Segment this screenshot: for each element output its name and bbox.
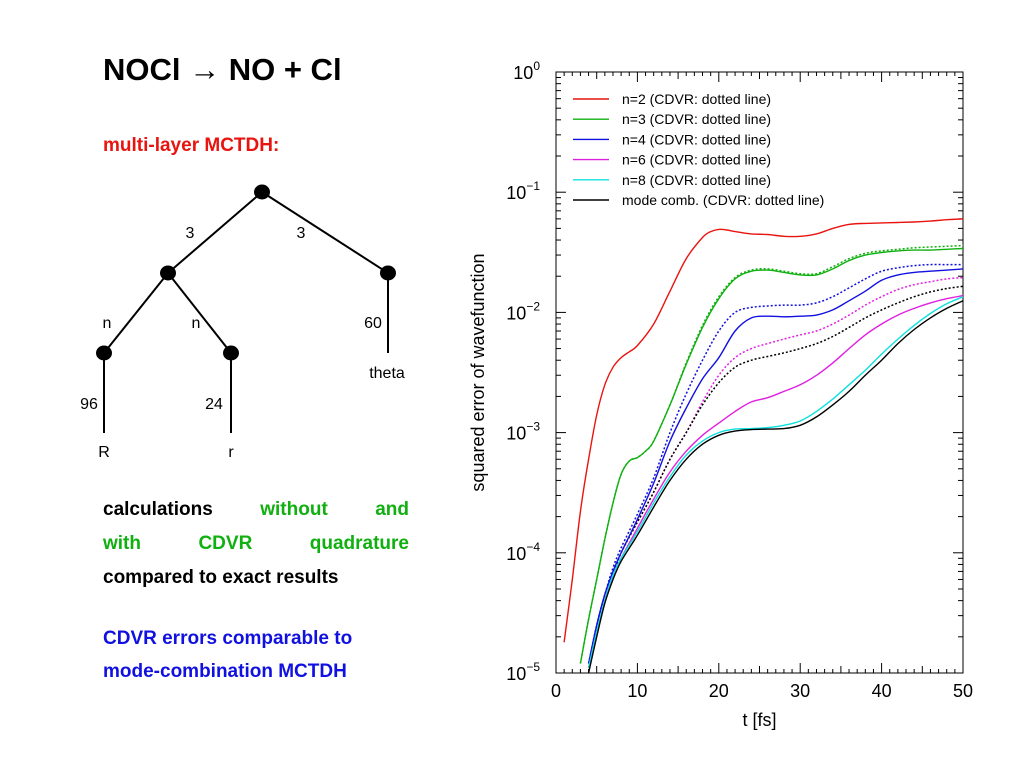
coordinate-r: r <box>228 444 234 461</box>
series-line <box>563 218 963 643</box>
method-label-text: multi-layer MCTDH: <box>103 135 280 156</box>
x-tick-label: 20 <box>709 681 729 701</box>
edge-label-mid-left: n <box>103 315 112 332</box>
tree-node-root <box>254 184 270 200</box>
description-line-3: compared to exact results <box>103 567 339 588</box>
legend-label: n=6 (CDVR: dotted line) <box>622 152 771 168</box>
legend-label: n=2 (CDVR: dotted line) <box>622 91 771 107</box>
series-dotted-line <box>587 276 963 669</box>
edge-label-root-left: 3 <box>186 225 195 242</box>
error-chart: 10−5 10−4 10−3 10−2 10−1 100 0 10 20 30 40 50 t [fs]… <box>468 59 973 730</box>
series-dotted-line <box>587 285 963 669</box>
series-line <box>587 296 963 669</box>
tree-diagram: 3 3 n n 60 96 24 theta R r <box>80 184 405 461</box>
description-word: and <box>375 499 409 520</box>
legend-label: mode comb. (CDVR: dotted line) <box>622 192 824 208</box>
tree-node-theta <box>380 265 396 281</box>
y-tick-label: 10−1 <box>506 179 540 203</box>
y-tick-label: 100 <box>513 59 540 83</box>
tree-edge <box>261 191 389 274</box>
series-line <box>587 294 963 669</box>
tree-node-r <box>223 345 239 361</box>
y-tick-label: 10−4 <box>506 540 540 564</box>
x-tick-label: 0 <box>551 681 561 701</box>
coordinate-R: R <box>98 444 110 461</box>
tree-node-mid <box>160 265 176 281</box>
coordinate-theta: theta <box>369 365 405 382</box>
edge-label-theta: 60 <box>364 315 382 332</box>
description-word: without <box>260 499 328 520</box>
series-line <box>579 247 963 664</box>
tree-edge <box>167 272 232 354</box>
tree-node-R <box>96 345 112 361</box>
legend-label: n=4 (CDVR: dotted line) <box>622 131 771 147</box>
edge-label-mid-right: n <box>192 315 201 332</box>
conclusion-line-2: mode-combination MCTDH <box>103 661 347 682</box>
y-axis-label: squared error of wavefunction <box>468 253 488 491</box>
x-tick-label: 30 <box>790 681 810 701</box>
description-line-1: calculations without and <box>103 493 409 527</box>
conclusion: CDVR errors comparable to mode-combinati… <box>103 622 352 688</box>
description-line-2: with CDVR quadrature <box>103 527 409 561</box>
x-tick-label: 50 <box>953 681 973 701</box>
x-tick-label: 10 <box>627 681 647 701</box>
y-tick-label: 10−5 <box>506 660 540 684</box>
slide-title: NOCl → NO + Cl <box>103 52 342 87</box>
tree-edge <box>167 191 263 274</box>
method-label: multi-layer MCTDH: <box>103 135 279 157</box>
y-tick-label: 10−3 <box>506 420 540 444</box>
edge-label-R: 96 <box>80 396 98 413</box>
series-dotted-line <box>587 263 963 664</box>
description-word: with <box>103 533 141 554</box>
series-line <box>587 300 963 673</box>
x-tick-label: 40 <box>872 681 892 701</box>
y-tick-label: 10−2 <box>506 299 540 323</box>
x-axis-label: t [fs] <box>742 710 776 730</box>
conclusion-line-1: CDVR errors comparable to <box>103 628 353 649</box>
edge-label-root-right: 3 <box>297 225 306 242</box>
series-line <box>587 268 963 664</box>
description-word: calculations <box>103 499 213 520</box>
description-word: quadrature <box>309 533 409 554</box>
description-word: CDVR <box>198 533 253 554</box>
description: calculations without and with CDVR quadr… <box>103 493 409 595</box>
edge-label-r: 24 <box>205 396 223 413</box>
series-dotted-line <box>579 244 963 664</box>
legend-label: n=8 (CDVR: dotted line) <box>622 172 771 188</box>
legend-label: n=3 (CDVR: dotted line) <box>622 111 771 127</box>
tree-edge <box>103 272 169 354</box>
